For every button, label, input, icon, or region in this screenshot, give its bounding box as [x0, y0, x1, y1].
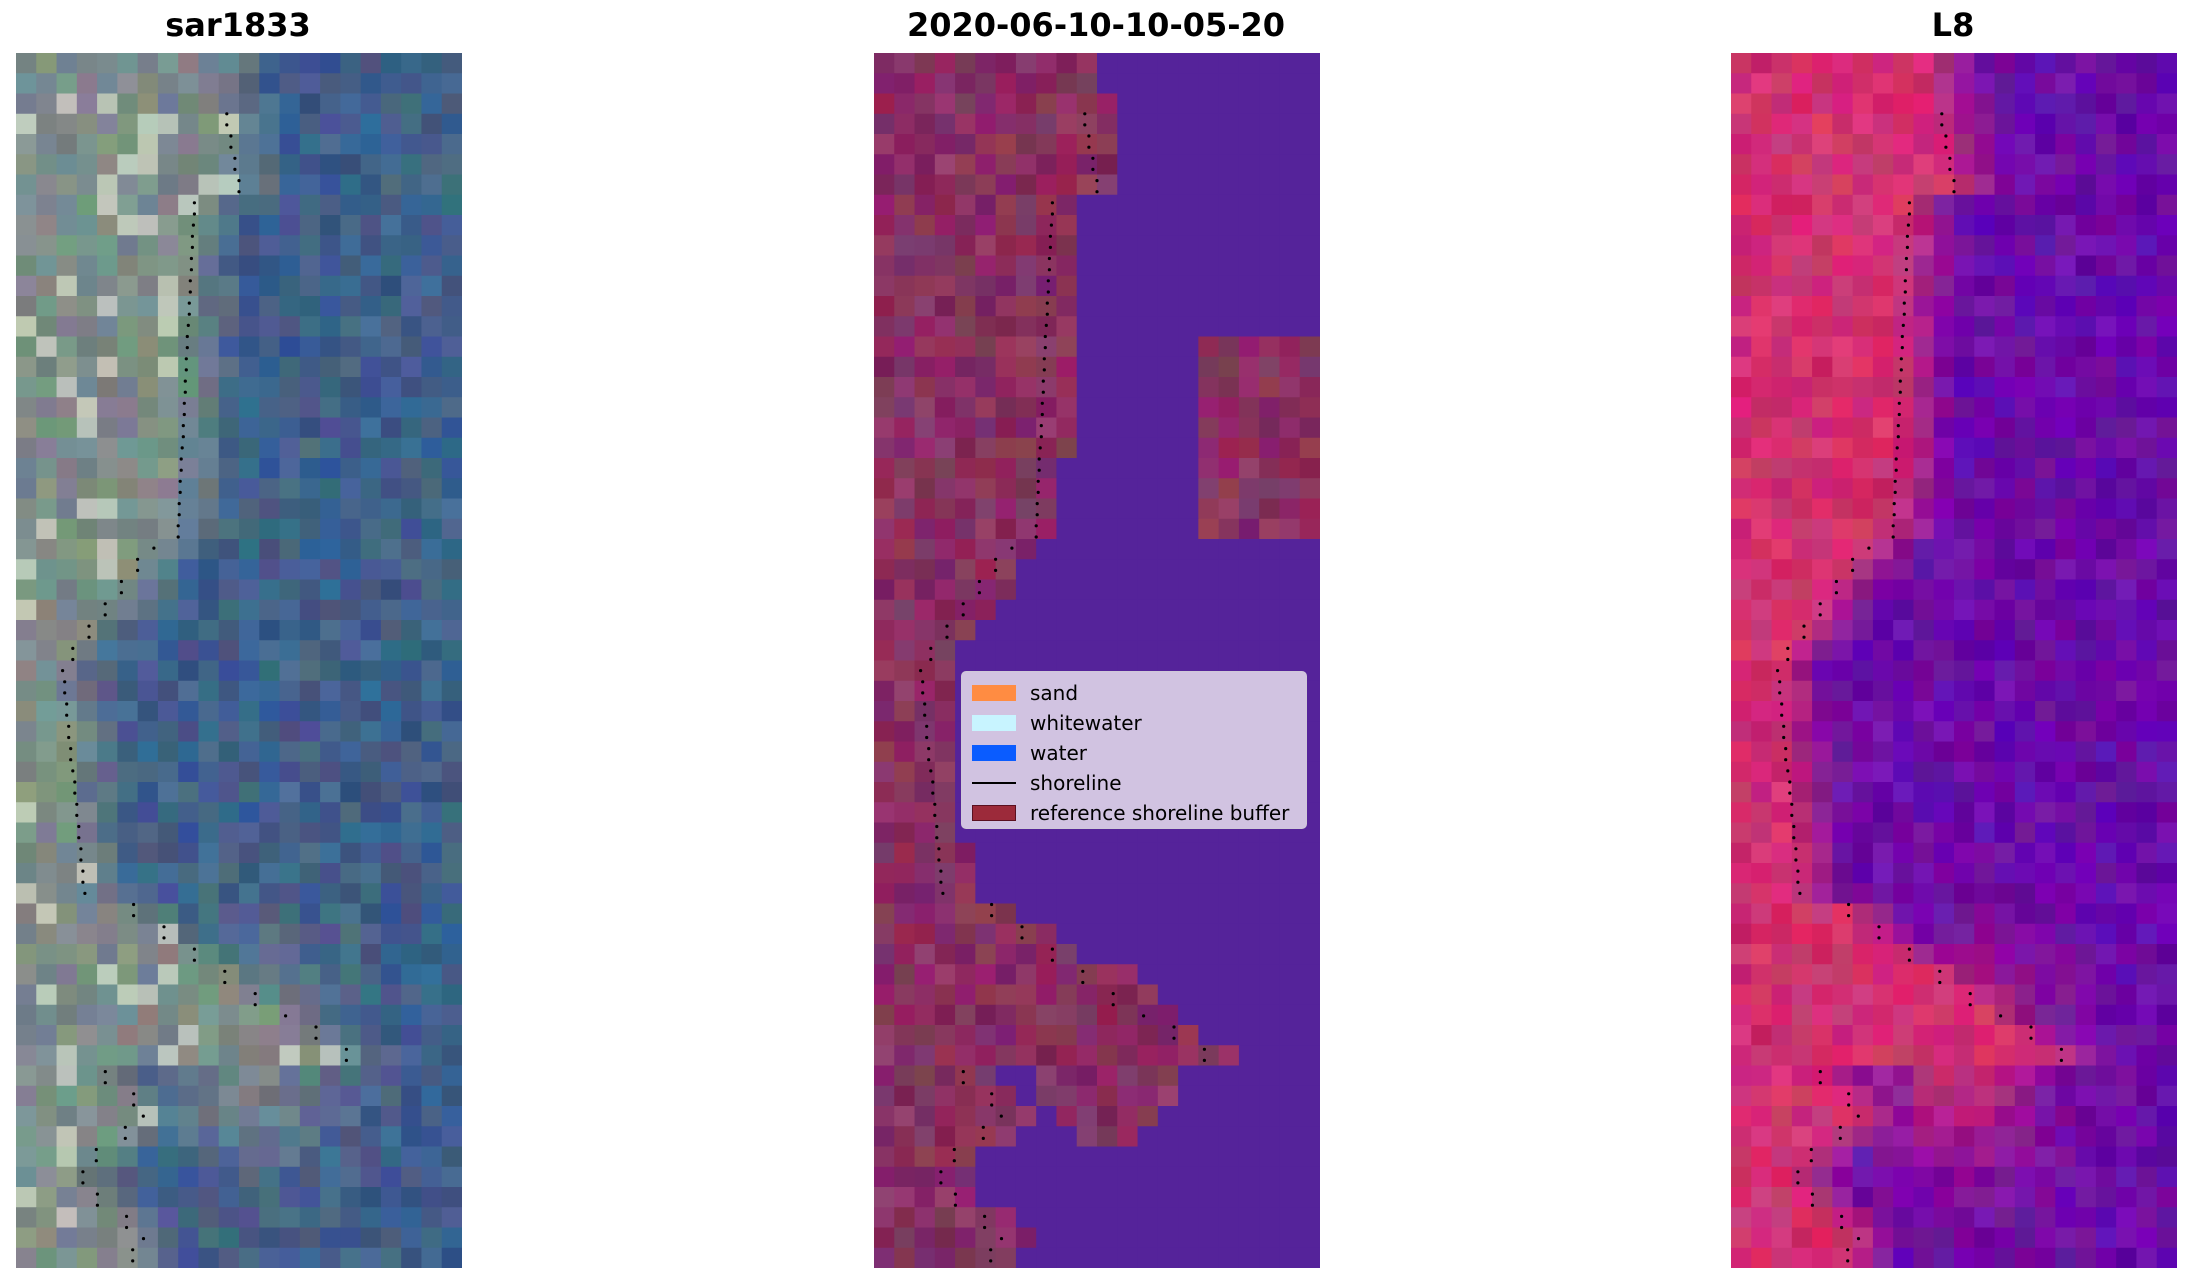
legend-label-water: water — [1030, 741, 1087, 765]
legend-label-buffer: reference shoreline buffer — [1030, 801, 1290, 825]
classified-image — [874, 53, 1320, 1268]
classified-image-panel — [874, 53, 1320, 1268]
legend-item-buffer: reference shoreline buffer — [972, 798, 1296, 828]
legend-label-whitewater: whitewater — [1030, 711, 1142, 735]
legend-item-sand: sand — [972, 678, 1296, 708]
sand-swatch — [972, 685, 1016, 701]
panel-title-image: sar1833 — [165, 6, 311, 44]
buffer-swatch — [972, 805, 1016, 821]
legend-item-shoreline: shoreline — [972, 768, 1296, 798]
l8-image-panel — [1731, 53, 2177, 1268]
l8-image — [1731, 53, 2177, 1268]
rgb-image — [16, 53, 462, 1268]
rgb-image-panel — [16, 53, 462, 1268]
legend: sand whitewater water shoreline referenc… — [961, 671, 1307, 829]
shoreline-line — [972, 782, 1016, 784]
panel-title-l8: L8 — [1931, 6, 1975, 44]
legend-item-whitewater: whitewater — [972, 708, 1296, 738]
legend-label-sand: sand — [1030, 681, 1079, 705]
legend-item-water: water — [972, 738, 1296, 768]
whitewater-swatch — [972, 715, 1016, 731]
water-swatch — [972, 745, 1016, 761]
legend-label-shoreline: shoreline — [1030, 771, 1122, 795]
panel-title-classification: 2020-06-10-10-05-20 — [906, 6, 1286, 44]
